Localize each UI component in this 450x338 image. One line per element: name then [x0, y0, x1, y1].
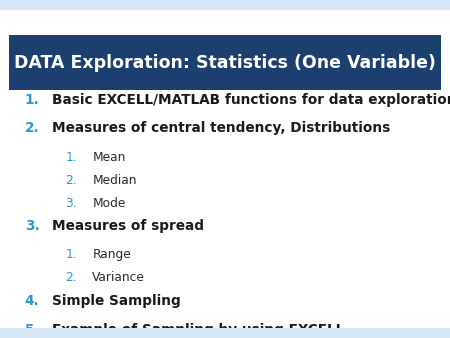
Text: Measures of central tendency, Distributions: Measures of central tendency, Distributi…	[52, 121, 390, 136]
Text: Measures of spread: Measures of spread	[52, 219, 204, 233]
Text: DATA Exploration: Statistics (One Variable): DATA Exploration: Statistics (One Variab…	[14, 53, 436, 72]
Text: 2.: 2.	[25, 121, 40, 136]
Text: 4.: 4.	[25, 294, 40, 308]
Text: 2.: 2.	[65, 271, 77, 284]
Text: Example of Sampling by using EXCELL: Example of Sampling by using EXCELL	[52, 322, 344, 337]
Text: Range: Range	[92, 248, 131, 261]
Text: 1.: 1.	[65, 151, 77, 164]
Text: Mode: Mode	[92, 197, 126, 210]
Text: 3.: 3.	[65, 197, 77, 210]
Text: Simple Sampling: Simple Sampling	[52, 294, 180, 308]
Bar	[0, 328, 450, 338]
Text: 3.: 3.	[25, 219, 40, 233]
Text: Variance: Variance	[92, 271, 145, 284]
Text: Basic EXCELL/MATLAB functions for data exploration: Basic EXCELL/MATLAB functions for data e…	[52, 93, 450, 107]
Text: 1.: 1.	[65, 248, 77, 261]
Text: 2.: 2.	[65, 174, 77, 187]
Text: Median: Median	[92, 174, 137, 187]
Text: 5.: 5.	[25, 322, 40, 337]
Bar	[9, 35, 441, 90]
Text: Mean: Mean	[92, 151, 126, 164]
Text: 1.: 1.	[25, 93, 40, 107]
Bar	[0, 0, 450, 10]
